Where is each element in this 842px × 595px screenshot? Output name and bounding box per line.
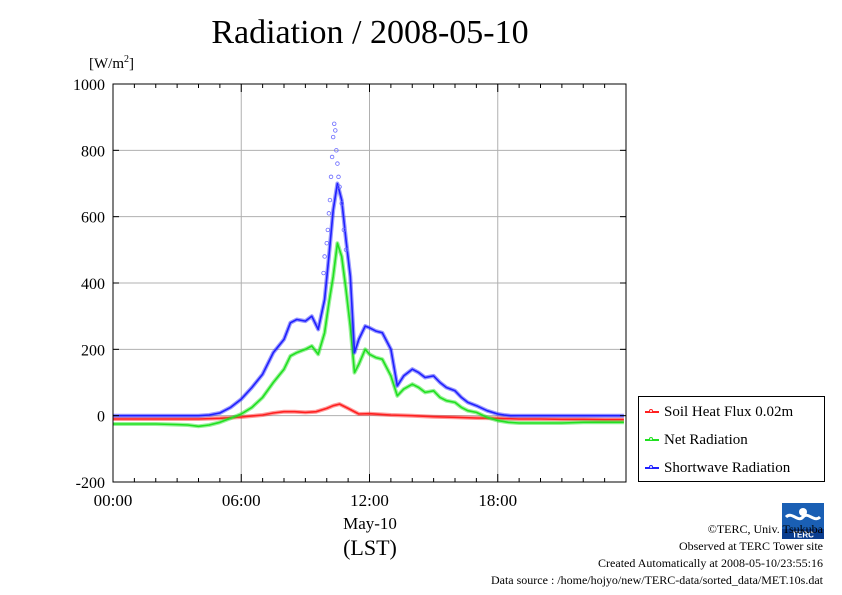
outlier-point	[343, 247, 349, 253]
outlier-point	[336, 174, 341, 180]
outlier-point	[321, 270, 326, 276]
legend-item-soil-heat-flux: Soil Heat Flux 0.02m	[645, 402, 793, 422]
series-line-soil-heat-flux	[113, 403, 624, 421]
outlier-point	[324, 240, 329, 246]
legend-swatch-shortwave-radiation	[645, 465, 659, 469]
x-tick-label: 06:00	[222, 491, 261, 510]
outlier-point	[341, 227, 347, 233]
legend-swatch-soil-heat-flux	[645, 409, 659, 413]
y-tick-label: 400	[81, 276, 105, 293]
credit-created: Created Automatically at 2008-05-10/23:5…	[598, 556, 823, 570]
outlier-point	[328, 174, 334, 180]
x-tick-label: 12:00	[350, 491, 389, 510]
y-axis-unit: [W/m2]	[89, 54, 134, 72]
y-tick-labels: -200 0 200 400 600 800 1000	[73, 77, 626, 492]
outlier-point	[332, 121, 337, 126]
outlier-point	[335, 161, 340, 166]
logo-text: TERC	[792, 531, 814, 540]
outlier-point	[330, 134, 336, 140]
y-tick-label: 0	[97, 409, 105, 426]
outlier-point	[339, 201, 344, 206]
legend-item-net-radiation: Net Radiation	[645, 430, 748, 450]
credit-copyright: ©TERC, Univ. Tsukuba	[707, 522, 823, 536]
series-line-shortwave-radiation	[113, 182, 624, 417]
outlier-point	[329, 154, 335, 160]
outlier-point	[327, 197, 333, 203]
outlier-point	[333, 128, 338, 133]
credit-observed: Observed at TERC Tower site	[678, 539, 823, 553]
chart-legend: Soil Heat Flux 0.02m Net Radiation Short…	[638, 396, 825, 482]
x-axis-date: May-10	[343, 514, 397, 533]
legend-swatch-net-radiation	[645, 437, 659, 441]
x-tick-label: 18:00	[478, 491, 517, 510]
series-line-net-radiation	[113, 242, 624, 428]
y-tick-label: 600	[81, 210, 105, 227]
credit-source: Data source : /home/hojyo/new/TERC-data/…	[490, 573, 823, 587]
x-tick-label: 00:00	[94, 491, 133, 510]
outlier-layer	[321, 121, 349, 276]
y-tick-label: 200	[81, 342, 105, 359]
legend-label-soil-heat-flux: Soil Heat Flux 0.02m	[664, 403, 794, 420]
outlier-point	[334, 148, 339, 153]
terc-logo-icon: TERC	[782, 503, 824, 539]
legend-item-shortwave-radiation: Shortwave Radiation	[645, 458, 790, 478]
chart-title: Radiation / 2008-05-10	[211, 14, 529, 51]
outlier-point	[326, 211, 332, 216]
y-tick-label: 1000	[73, 77, 105, 94]
legend-label-net-radiation: Net Radiation	[664, 431, 748, 448]
legend-label-shortwave-radiation: Shortwave Radiation	[664, 459, 791, 476]
outlier-point	[325, 227, 331, 233]
outlier-point	[322, 254, 327, 259]
series-band-net-radiation	[113, 241, 624, 429]
series-layer	[113, 181, 624, 429]
outlier-point	[337, 184, 342, 190]
x-tick-labels: 00:00 06:00 12:00 18:00	[94, 84, 606, 510]
y-tick-label: -200	[76, 475, 105, 492]
y-tick-label: 800	[81, 143, 105, 160]
series-band-shortwave-radiation	[113, 181, 624, 418]
x-axis-label: (LST)	[343, 535, 397, 560]
